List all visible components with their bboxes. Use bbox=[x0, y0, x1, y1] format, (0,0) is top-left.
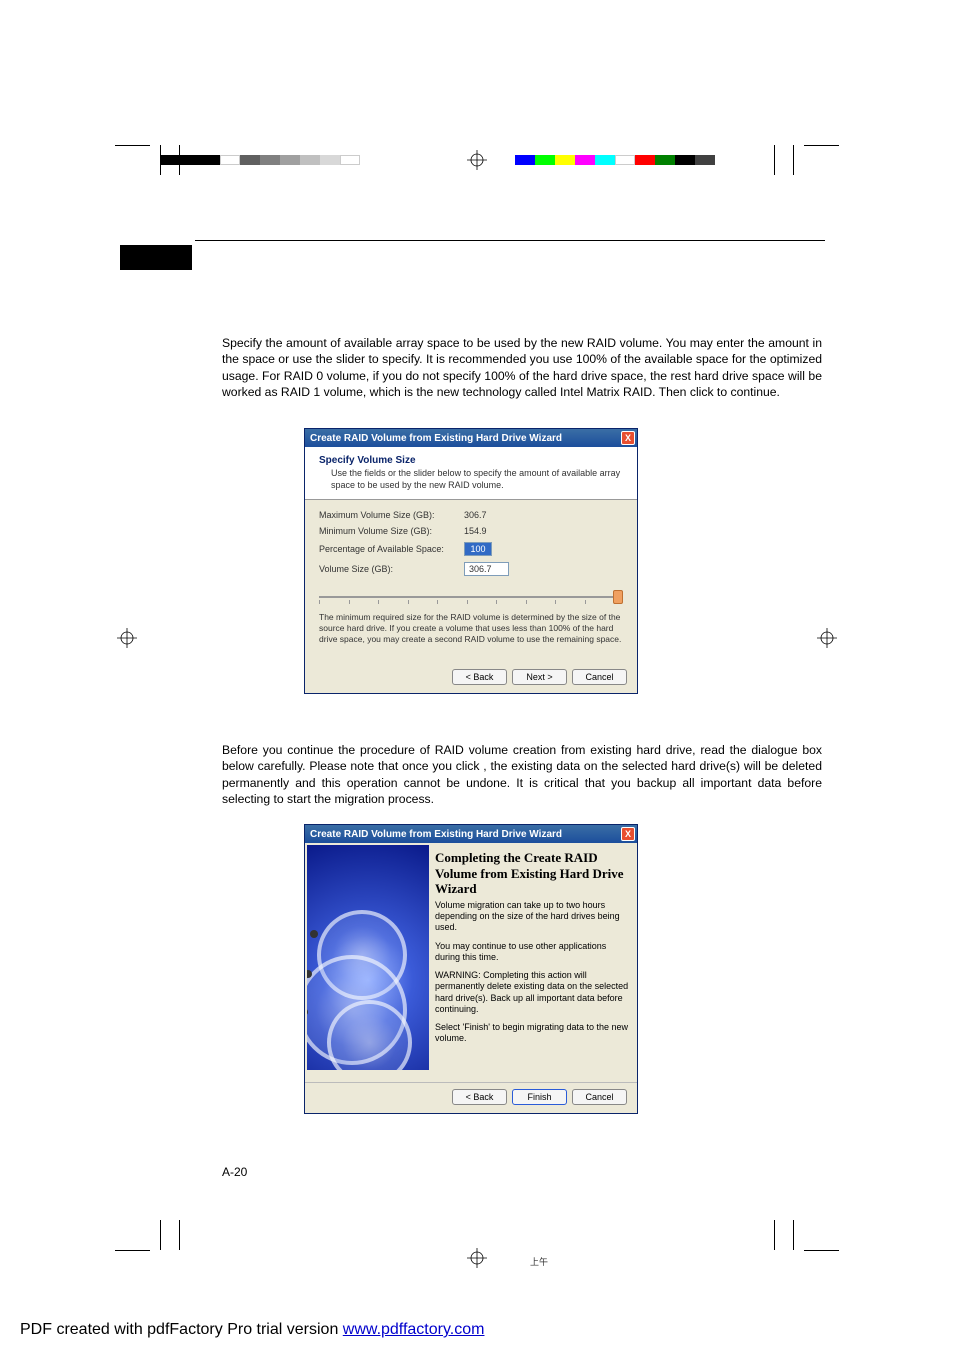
close-icon[interactable]: X bbox=[621, 827, 635, 841]
wizard-body: Maximum Volume Size (GB): 306.7 Minimum … bbox=[305, 500, 637, 655]
body-paragraph-1: Specify the amount of available array sp… bbox=[222, 335, 822, 401]
slider-thumb-icon[interactable] bbox=[613, 590, 623, 604]
dialog-title: Create RAID Volume from Existing Hard Dr… bbox=[310, 829, 621, 840]
vol-size-label: Volume Size (GB): bbox=[319, 564, 464, 574]
titlebar: Create RAID Volume from Existing Hard Dr… bbox=[305, 429, 637, 447]
wizard-warning: WARNING: Completing this action will per… bbox=[435, 970, 629, 1015]
divider bbox=[195, 240, 825, 241]
registration-mark-icon bbox=[467, 1248, 487, 1268]
wizard-note: The minimum required size for the RAID v… bbox=[319, 612, 623, 645]
dialog-title: Create RAID Volume from Existing Hard Dr… bbox=[310, 433, 621, 444]
greyscale-strip bbox=[160, 155, 360, 165]
wizard-complete-title: Completing the Create RAID Volume from E… bbox=[435, 850, 629, 897]
wizard-header: Specify Volume Size Use the fields or th… bbox=[305, 447, 637, 500]
close-icon[interactable]: X bbox=[621, 431, 635, 445]
max-size-label: Maximum Volume Size (GB): bbox=[319, 510, 464, 520]
wizard-header-subtitle: Use the fields or the slider below to sp… bbox=[319, 468, 623, 491]
footer-link[interactable]: www.pdffactory.com bbox=[343, 1321, 485, 1338]
pdf-footer: PDF created with pdfFactory Pro trial ve… bbox=[20, 1321, 484, 1339]
wizard-final-body: Completing the Create RAID Volume from E… bbox=[435, 850, 629, 1052]
print-time: 上午 bbox=[530, 1255, 548, 1268]
cancel-button[interactable]: Cancel bbox=[572, 1089, 627, 1105]
wizard-dialog-finish: Create RAID Volume from Existing Hard Dr… bbox=[304, 824, 638, 1114]
registration-mark-icon bbox=[817, 628, 837, 648]
vol-size-input[interactable]: 306.7 bbox=[464, 562, 509, 576]
wizard-p1: Volume migration can take up to two hour… bbox=[435, 900, 629, 934]
wizard-p4: Select 'Finish' to begin migrating data … bbox=[435, 1022, 629, 1045]
footer-text: PDF created with pdfFactory Pro trial ve… bbox=[20, 1321, 343, 1338]
titlebar: Create RAID Volume from Existing Hard Dr… bbox=[305, 825, 637, 843]
chapter-tab bbox=[120, 245, 192, 270]
registration-mark-icon bbox=[117, 628, 137, 648]
registration-mark-icon bbox=[467, 150, 487, 170]
body-paragraph-2: Before you continue the procedure of RAI… bbox=[222, 742, 822, 808]
back-button[interactable]: < Back bbox=[452, 669, 507, 685]
cancel-button[interactable]: Cancel bbox=[572, 669, 627, 685]
min-size-value: 154.9 bbox=[464, 526, 487, 536]
pct-input[interactable]: 100 bbox=[464, 542, 492, 556]
next-button[interactable]: Next > bbox=[512, 669, 567, 685]
pct-label: Percentage of Available Space: bbox=[319, 544, 464, 554]
page-number: A-20 bbox=[222, 1165, 247, 1179]
wizard-side-image bbox=[307, 845, 429, 1070]
size-slider[interactable] bbox=[319, 588, 623, 606]
min-size-label: Minimum Volume Size (GB): bbox=[319, 526, 464, 536]
finish-button[interactable]: Finish bbox=[512, 1089, 567, 1105]
wizard-dialog-size: Create RAID Volume from Existing Hard Dr… bbox=[304, 428, 638, 694]
color-strip bbox=[515, 155, 715, 165]
max-size-value: 306.7 bbox=[464, 510, 487, 520]
wizard-p2: You may continue to use other applicatio… bbox=[435, 941, 629, 964]
wizard-header-title: Specify Volume Size bbox=[319, 455, 623, 466]
back-button[interactable]: < Back bbox=[452, 1089, 507, 1105]
